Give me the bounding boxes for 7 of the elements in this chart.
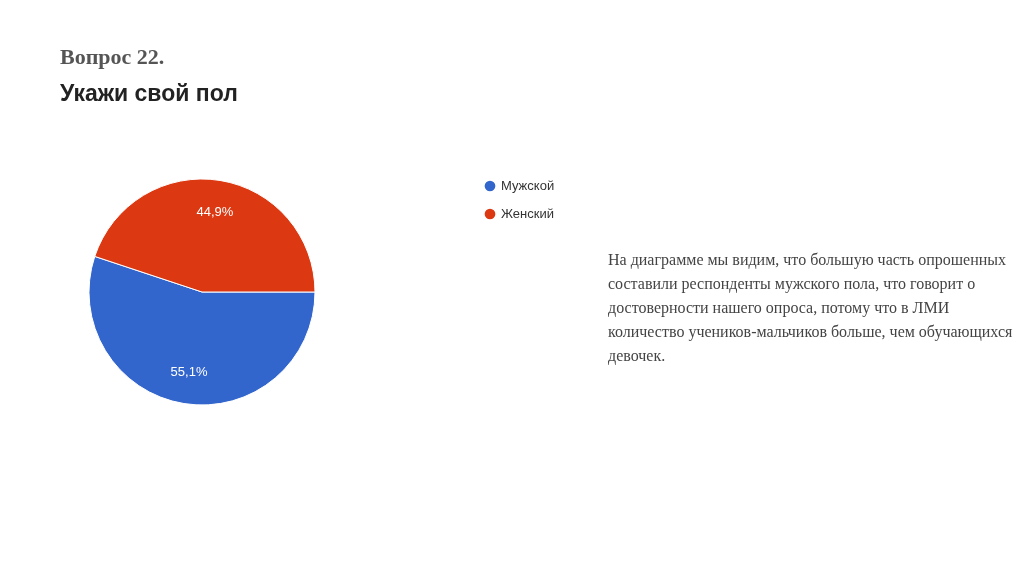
data-label: 44,9%: [196, 203, 234, 219]
text: На диаграмме мы видим, что большую часть опрошенных составили респонденты мужского пола, что говорит о достоверности нашего опроса, потому что в ЛМИ количество учеников-мальчиков больше, чем обучающихся девочек.: [608, 250, 1014, 367]
chart-title: Вопрос 22.: [60, 44, 165, 70]
legend-label: Женский: [501, 206, 554, 221]
legend-label: Мужской: [501, 178, 555, 193]
data-label: 55,1%: [170, 364, 208, 380]
chart-subtitle: Укажи свой пол: [60, 80, 238, 107]
